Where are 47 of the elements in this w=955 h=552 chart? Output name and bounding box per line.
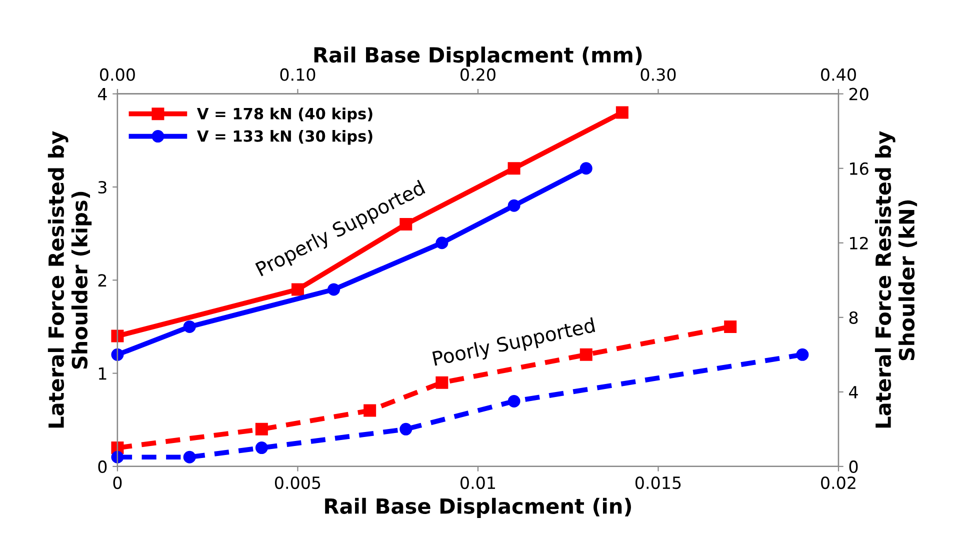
point xyxy=(255,442,268,454)
point xyxy=(508,394,520,408)
y2-tick-label: 8 xyxy=(849,311,858,324)
point xyxy=(616,106,628,119)
y2-tick-label: 0 xyxy=(849,460,858,474)
point xyxy=(436,236,448,250)
point xyxy=(364,404,376,417)
x2-tick-label: 0.10 xyxy=(280,68,316,81)
x-tick-label: 0.015 xyxy=(635,476,681,490)
y-tick-label: 0 xyxy=(98,460,107,474)
x2-tick-label: 0.20 xyxy=(460,68,496,81)
point xyxy=(400,422,412,436)
point xyxy=(508,199,520,212)
x2-tick-label: 0.00 xyxy=(100,68,135,81)
point xyxy=(255,422,268,436)
x2-tick-label: 0.40 xyxy=(821,68,856,81)
point xyxy=(111,330,124,342)
point xyxy=(580,162,592,175)
point xyxy=(291,283,304,296)
y-tick-label: 3 xyxy=(98,180,106,194)
y-axis-title: Lateral Force Resisted by Shoulder (kips) xyxy=(48,131,92,428)
x-tick-label: 0 xyxy=(113,476,122,490)
legend-label: V = 178 kN (40 kips) xyxy=(196,108,372,122)
point xyxy=(328,283,340,296)
point xyxy=(724,320,737,333)
point xyxy=(111,348,124,361)
y-tick-label: 4 xyxy=(98,88,107,100)
point xyxy=(183,320,196,333)
point xyxy=(436,376,448,389)
legend-label: V = 133 kN (30 kips) xyxy=(196,130,372,145)
point xyxy=(111,450,124,464)
y-tick-label: 1 xyxy=(98,367,106,380)
y2-axis-title: Lateral Force Resisted by Shoulder (kN) xyxy=(874,131,918,428)
x2-axis-title: Rail Base Displacment (mm) xyxy=(314,46,642,67)
y2-tick-label: 12 xyxy=(850,236,868,250)
point xyxy=(183,450,196,464)
x-axis-title: Rail Base Displacment (in) xyxy=(325,498,631,518)
y2-tick-label: 20 xyxy=(849,88,868,100)
x2-tick-label: 0.30 xyxy=(640,68,676,81)
point xyxy=(508,162,520,175)
x-tick-label: 0.02 xyxy=(821,476,856,490)
y2-tick-label: 16 xyxy=(850,162,868,175)
point xyxy=(796,348,809,361)
y-tick-label: 2 xyxy=(98,274,106,286)
y2-tick-label: 4 xyxy=(849,386,858,398)
x-tick-label: 0.01 xyxy=(460,476,495,490)
x-tick-label: 0.005 xyxy=(274,476,320,490)
